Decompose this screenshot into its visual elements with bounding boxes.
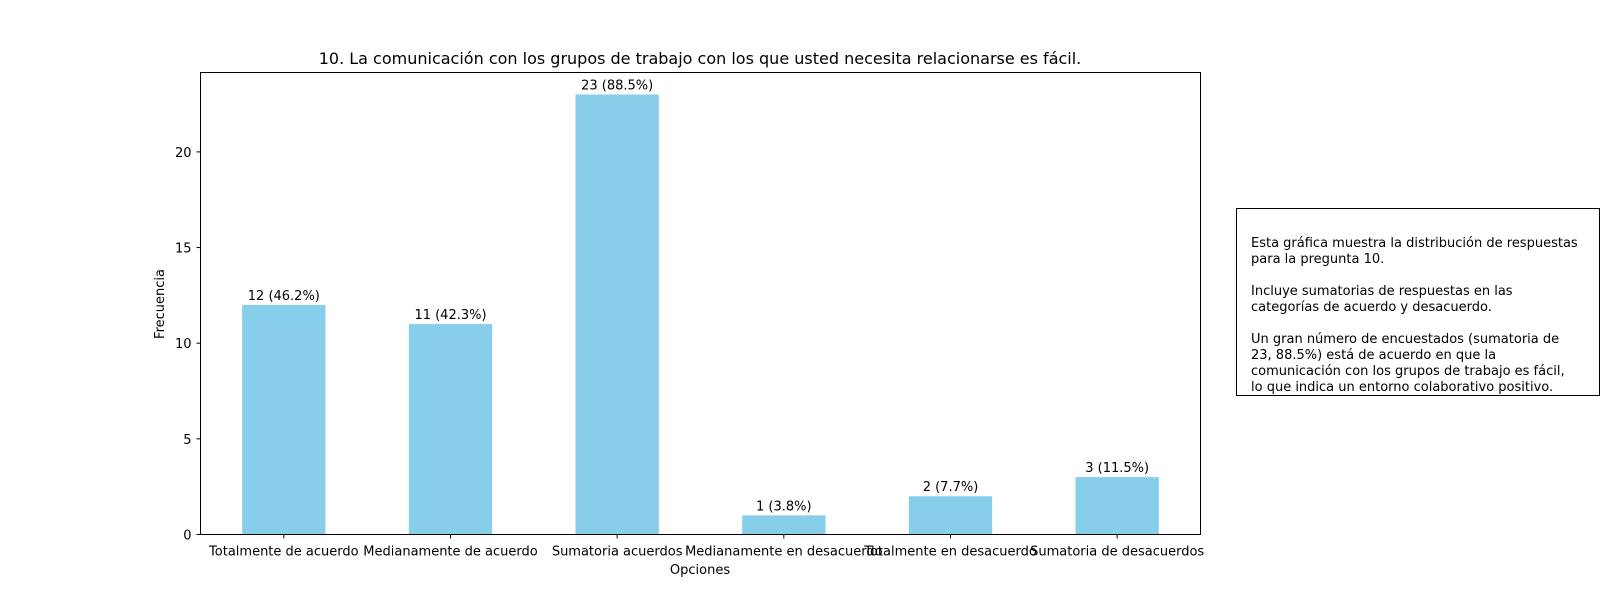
bar — [1075, 477, 1159, 535]
x-tick-label: Totalmente en desacuerdo — [863, 545, 1037, 560]
x-tick-label: Medianamente de acuerdo — [363, 545, 537, 560]
y-axis: 0 5 10 15 20 — [175, 146, 201, 544]
bar — [242, 304, 326, 535]
chart-title: 10. La comunicación con los grupos de tr… — [319, 49, 1082, 68]
y-tick-label: 0 — [183, 529, 191, 544]
x-axis: Totalmente de acuerdo Medianamente de acu… — [208, 534, 1204, 560]
x-axis-label: Opciones — [670, 563, 730, 578]
y-tick-label: 5 — [183, 433, 191, 448]
bar-data-label: 3 (11.5%) — [1085, 461, 1149, 476]
x-tick-label: Sumatoria de desacuerdos — [1030, 545, 1204, 560]
annotation-text: Esta gráfica muestra la distribución de … — [1251, 236, 1578, 395]
x-tick-label: Sumatoria acuerdos — [552, 545, 683, 560]
bar — [575, 94, 659, 535]
y-tick-label: 20 — [175, 146, 192, 161]
bar — [742, 515, 826, 535]
x-tick-label: Medianamente en desacuerdo — [685, 545, 882, 560]
annotation-box: Esta gráfica muestra la distribución de … — [1236, 208, 1600, 396]
bars-group — [242, 94, 1159, 535]
bar-data-label: 11 (42.3%) — [414, 308, 486, 323]
bar — [908, 496, 993, 535]
bar-data-label: 23 (88.5%) — [581, 79, 653, 94]
x-tick-label: Totalmente de acuerdo — [208, 545, 359, 560]
bar — [408, 324, 493, 535]
bar-data-label: 12 (46.2%) — [248, 289, 320, 304]
plot-area-frame — [200, 72, 1201, 535]
bar-data-label: 2 (7.7%) — [923, 480, 979, 495]
data-labels-group: 12 (46.2%) 11 (42.3%) 23 (88.5%) 1 (3.8%) 2 … — [248, 79, 1149, 515]
bar-data-label: 1 (3.8%) — [756, 499, 812, 514]
y-tick-label: 10 — [175, 337, 192, 352]
y-axis-label: Frecuencia — [153, 269, 168, 339]
y-tick-label: 15 — [175, 242, 192, 257]
